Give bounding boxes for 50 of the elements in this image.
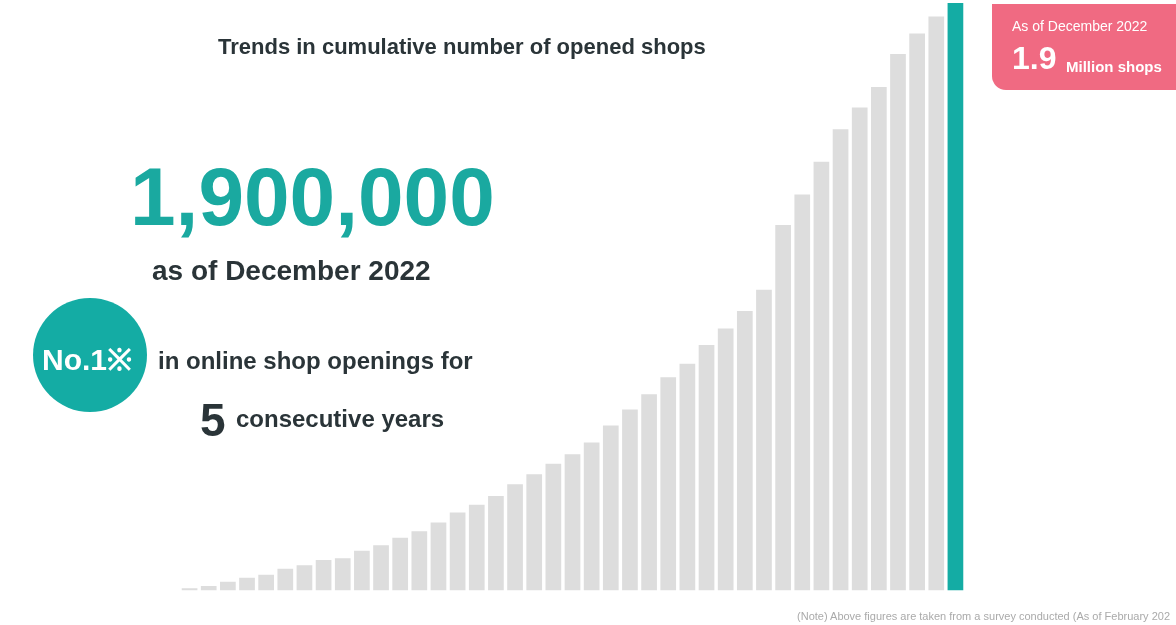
text: 1.9 xyxy=(1012,40,1057,77)
annotation: 5 xyxy=(200,393,226,447)
bar xyxy=(545,463,562,591)
bar xyxy=(947,3,964,591)
bar xyxy=(813,161,830,591)
bar xyxy=(334,558,351,591)
bar xyxy=(794,194,811,591)
bar xyxy=(239,577,255,591)
bar xyxy=(526,474,543,591)
bar xyxy=(775,225,791,591)
bar xyxy=(411,531,428,591)
bar xyxy=(277,568,294,591)
bar xyxy=(373,545,389,591)
bar xyxy=(660,377,677,591)
bar xyxy=(583,442,600,591)
bar xyxy=(602,425,619,591)
bar xyxy=(468,504,485,591)
annotation: as of December 2022 xyxy=(152,255,431,287)
annotation: in online shop openings for xyxy=(158,347,473,375)
bar xyxy=(736,310,753,591)
bar xyxy=(641,394,657,591)
bar xyxy=(258,574,275,591)
bar xyxy=(890,54,906,591)
bar xyxy=(717,328,734,591)
bar xyxy=(488,496,504,591)
bar xyxy=(832,129,849,591)
annotation: consecutive years xyxy=(236,405,445,433)
bar xyxy=(756,289,772,591)
bar xyxy=(698,344,715,591)
bar xyxy=(315,560,332,591)
bar xyxy=(870,87,887,591)
bar xyxy=(449,512,466,591)
bar xyxy=(507,484,523,591)
bar xyxy=(354,550,370,591)
bar xyxy=(622,409,638,591)
text: As of December 2022 xyxy=(1012,18,1148,34)
bar xyxy=(679,363,696,591)
bar xyxy=(928,16,945,591)
text: No.1※ xyxy=(42,342,133,378)
bar xyxy=(851,107,868,591)
bar xyxy=(430,522,447,591)
annotation: 1,900,000 xyxy=(130,150,495,244)
text: (Note) Above figures are taken from a survey conducted (As of February 202 xyxy=(797,610,1170,622)
text: Million shops xyxy=(1066,58,1162,75)
text: Trends in cumulative number of opened shops xyxy=(218,34,706,60)
bar xyxy=(909,33,925,591)
bar xyxy=(392,537,409,591)
bar xyxy=(296,565,313,591)
bar xyxy=(220,581,236,591)
bar xyxy=(564,454,581,591)
